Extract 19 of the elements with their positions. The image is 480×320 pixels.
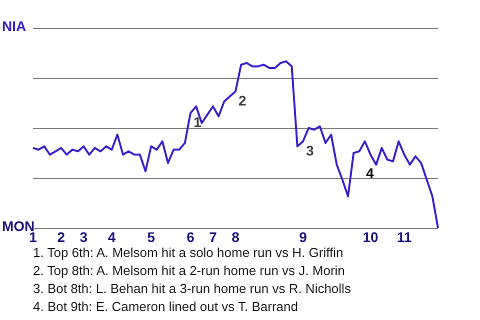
x-tick-label: 3: [80, 229, 88, 245]
x-tick-label: 6: [186, 229, 195, 245]
x-tick-label: 2: [57, 229, 66, 245]
x-tick-label: 10: [362, 229, 378, 245]
x-tick-label: 9: [299, 229, 308, 245]
text: NIA: [2, 18, 26, 34]
text: 1. Top 6th: A. Melsom hit a solo home run vs H. Griffin: [33, 245, 344, 260]
annotation: 2: [238, 92, 247, 108]
x-tick-label: 11: [396, 229, 412, 245]
text: 2. Top 8th: A. Melsom hit a 2-run home run vs J. Morin: [33, 263, 345, 278]
annotation: 3: [306, 142, 314, 158]
x-tick-label: 4: [108, 229, 116, 245]
x-tick-label: 8: [232, 229, 240, 245]
annotation: 1: [194, 114, 202, 130]
annotation: 4: [366, 165, 374, 181]
x-tick-label: 7: [209, 229, 218, 245]
text: 4. Bot 9th: E. Cameron lined out vs T. Barrand: [33, 299, 298, 314]
x-tick-label: 5: [147, 229, 156, 245]
text: 3. Bot 8th: L. Behan hit a 3-run home run vs R. Nicholls: [33, 281, 352, 296]
